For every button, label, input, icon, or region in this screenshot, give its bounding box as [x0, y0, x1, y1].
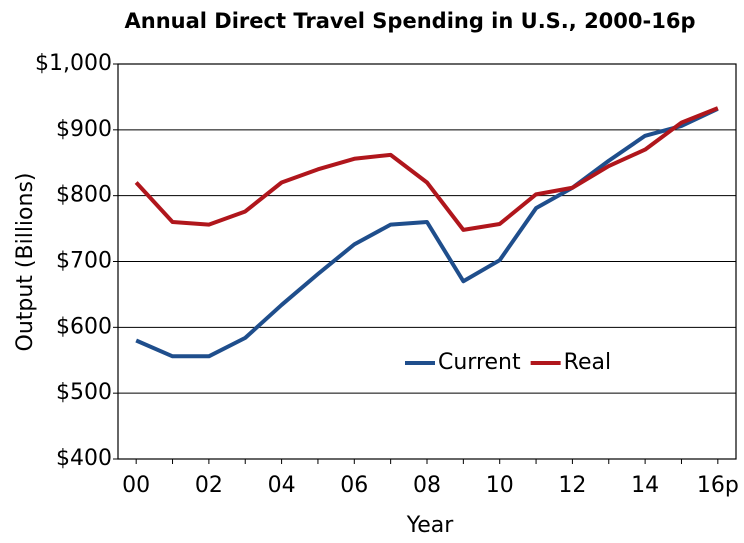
y-tick-label: $900 [56, 117, 112, 142]
x-tick-label: 02 [195, 473, 223, 498]
y-tick-label: $800 [56, 183, 112, 208]
x-tick-label: 06 [340, 473, 368, 498]
y-tick-label: $700 [56, 249, 112, 274]
series-line [135, 106, 719, 359]
legend-label: Current [438, 350, 521, 375]
x-tick-label: 14 [631, 473, 659, 498]
x-tick-label: 10 [486, 473, 514, 498]
series-line [134, 106, 719, 232]
y-tick-label: $600 [56, 314, 112, 339]
x-tick-label: 16p [697, 473, 739, 498]
x-tick-label: 04 [268, 473, 296, 498]
x-tick-label: 08 [413, 473, 441, 498]
y-tick-label: $500 [56, 380, 112, 405]
legend-label: Real [564, 350, 611, 375]
x-axis-title: Year [406, 513, 455, 538]
x-tick-label: 12 [558, 473, 586, 498]
x-tick-label: 00 [122, 473, 150, 498]
y-axis-title: Output (Billions) [13, 173, 38, 352]
y-tick-label: $400 [56, 446, 112, 471]
chart-title: Annual Direct Travel Spending in U.S., 2… [125, 9, 696, 33]
y-tick-label: $1,000 [35, 51, 112, 76]
